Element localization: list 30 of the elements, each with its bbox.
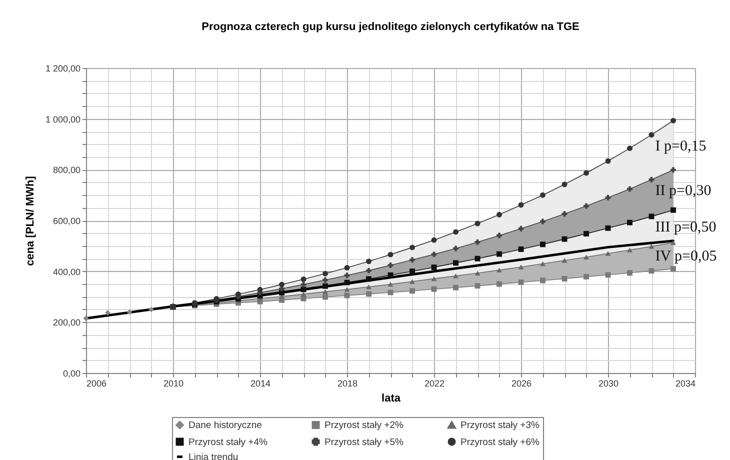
y-tick-label: 600,00 [52, 216, 80, 226]
y-tick-label: 1 200,00 [45, 64, 80, 74]
y-tick-label: 1 000,00 [45, 114, 80, 124]
legend-label: Dane historyczne [188, 420, 262, 432]
x-tick-label: 2010 [163, 378, 184, 388]
x-tick-label: 2022 [424, 378, 445, 388]
y-tick-label: 800,00 [52, 165, 80, 176]
annotation: I p=0,15 [655, 138, 706, 154]
y-tick-label: 200,00 [52, 318, 80, 328]
x-tick-label: 2034 [675, 378, 696, 388]
x-tick-label: 2014 [250, 378, 271, 388]
annotation: II p=0,30 [655, 183, 712, 199]
x-tick-label: 2006 [86, 378, 107, 388]
annotation: IV p=0,05 [655, 248, 717, 265]
legend-label: Przyrost stały +4% [188, 436, 268, 448]
x-tick-label: 2026 [511, 378, 532, 388]
legend-label: Przyrost stały +2% [324, 420, 404, 432]
x-tick-label: 2030 [598, 378, 619, 388]
chart-title: Prognoza czterech gup kursu jednolitego zielonych certyfikatów na TGE [202, 21, 580, 33]
annotation: III p=0,50 [655, 219, 716, 236]
y-tick-label: 400,00 [52, 266, 80, 277]
legend-label: Przyrost stały +3% [460, 420, 540, 432]
legend-label: Przyrost stały +5% [324, 436, 404, 448]
x-tick-label: 2018 [337, 378, 358, 388]
line-series [84, 240, 674, 320]
y-tick-label: 0,00 [62, 368, 80, 378]
y-axis-title: cena [PLN/ MWh] [24, 176, 36, 266]
legend-label: Linia trendu [188, 452, 238, 460]
x-axis-title: lata [382, 392, 402, 404]
legend-label: Przyrost stały +6% [460, 436, 540, 448]
